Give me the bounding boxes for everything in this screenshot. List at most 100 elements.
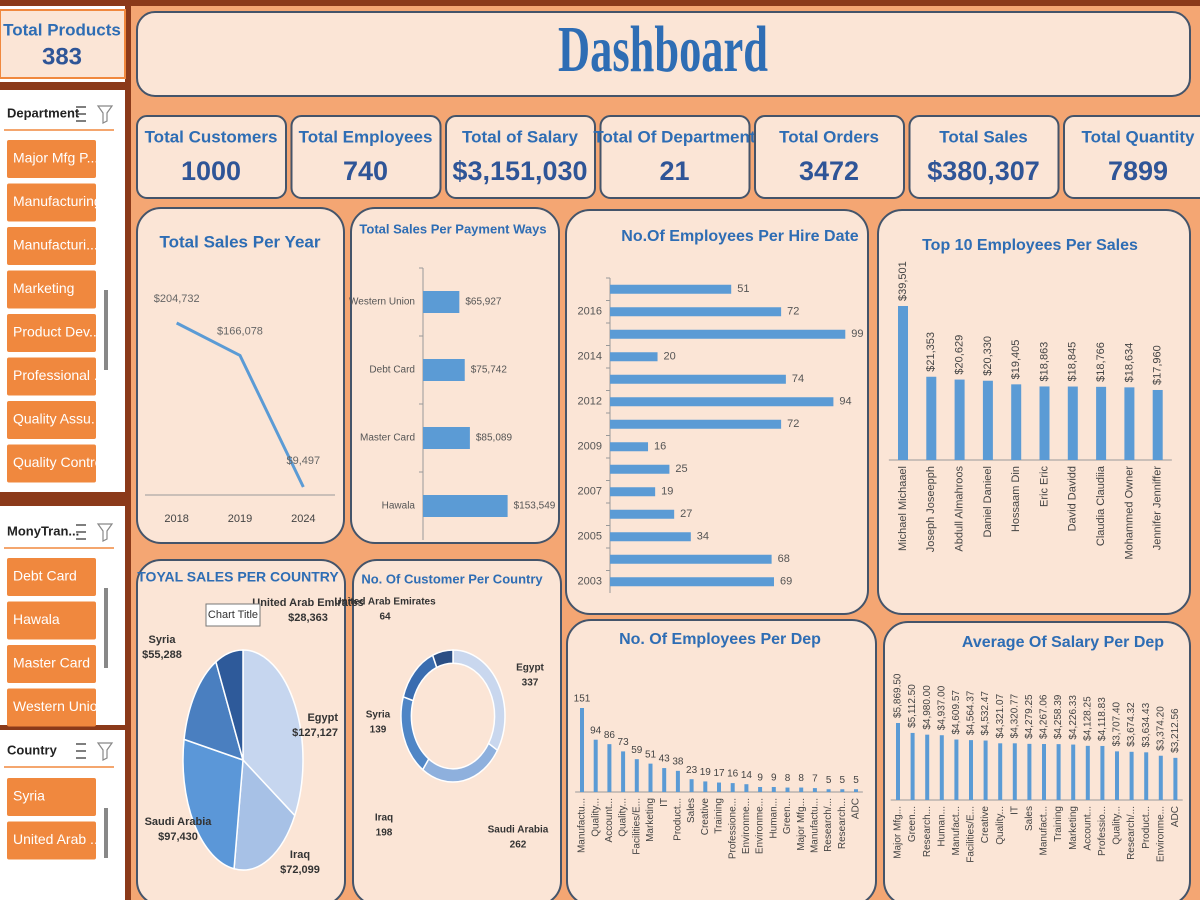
- data-label: 69: [780, 576, 792, 588]
- bar: [1096, 386, 1107, 460]
- bar: [1071, 744, 1076, 800]
- select-icon[interactable]: [76, 743, 86, 759]
- data-label: 74: [792, 373, 804, 385]
- slicer-item[interactable]: [7, 688, 96, 727]
- bar: [423, 359, 465, 381]
- x-tick-label: Human...: [768, 798, 779, 839]
- slicer-item[interactable]: [7, 401, 96, 439]
- kpi-value: 740: [343, 156, 388, 186]
- bar: [812, 788, 817, 792]
- slicer-item[interactable]: [7, 357, 96, 396]
- select-icon[interactable]: [76, 106, 86, 122]
- x-tick-label: Environme...: [1155, 806, 1166, 862]
- bar: [854, 789, 858, 792]
- data-label: 8: [798, 773, 804, 784]
- data-label: 73: [618, 737, 630, 748]
- chart-title: Total Sales Per Payment Ways: [359, 221, 546, 236]
- x-tick-label: Manufact...: [1039, 806, 1050, 855]
- data-label-name: United Arab Emirates: [334, 597, 436, 608]
- x-tick-label: Marketing: [645, 798, 656, 842]
- slicer-item[interactable]: [7, 645, 96, 683]
- sidebar-separator: [0, 82, 125, 90]
- scrollbar: [104, 808, 108, 858]
- bar: [610, 397, 834, 407]
- select-icon[interactable]: [76, 524, 86, 540]
- x-tick-label: IT: [1009, 806, 1020, 815]
- x-tick-label: Manufactu...: [810, 798, 821, 853]
- x-tick-label: Account...: [604, 798, 615, 842]
- y-tick-label: Western Union: [349, 297, 415, 308]
- pie-slice: [215, 649, 244, 761]
- filter-icon[interactable]: [96, 742, 114, 761]
- x-tick-label: Product...: [673, 798, 684, 841]
- data-label: $3,212.56: [1170, 708, 1181, 753]
- panel: [445, 115, 596, 199]
- x-tick-label: Green...: [782, 798, 793, 834]
- line: [175, 321, 305, 488]
- bar: [610, 464, 670, 474]
- x-tick-label: Product...: [1141, 806, 1152, 849]
- x-tick-label: Manufact...: [951, 806, 962, 855]
- x-tick-label: Major Mfg...: [893, 806, 904, 859]
- scrollbar: [104, 588, 108, 668]
- slicer-item[interactable]: [7, 140, 96, 178]
- slicer-item[interactable]: [7, 444, 96, 483]
- y-tick-label: Hawala: [382, 501, 416, 512]
- data-label: 51: [645, 749, 657, 760]
- data-label: $127,127: [292, 727, 338, 739]
- slicer-item[interactable]: [7, 601, 96, 640]
- filter-icon[interactable]: [96, 523, 114, 542]
- bar: [610, 419, 782, 429]
- data-label: $4,258.39: [1053, 694, 1064, 739]
- panel: [136, 207, 345, 544]
- data-label: $20,330: [982, 336, 994, 376]
- data-label: $166,078: [217, 325, 263, 337]
- data-label: 337: [522, 678, 539, 689]
- slicer-item[interactable]: [7, 821, 96, 860]
- slicer-item-label: Professional ...: [13, 367, 106, 383]
- kpi-value: 1000: [181, 156, 241, 186]
- data-label-name: Saudi Arabia: [488, 825, 549, 836]
- kpi-label: Total Customers: [145, 127, 278, 146]
- slicer-item-label: Master Card: [13, 655, 90, 671]
- data-label: 38: [672, 757, 684, 768]
- data-label: 51: [737, 283, 749, 295]
- bar: [799, 787, 804, 792]
- y-tick-label: Master Card: [360, 433, 415, 444]
- bar: [1124, 387, 1135, 460]
- x-tick-label: Michael Michaael: [897, 466, 909, 551]
- slicer-title: MonyTran...: [7, 523, 79, 538]
- slicer-item[interactable]: [7, 270, 96, 309]
- data-label: $18,766: [1095, 342, 1107, 382]
- x-tick-label: Creative: [980, 806, 991, 844]
- filter-icon[interactable]: [96, 105, 114, 124]
- panel: [290, 115, 442, 199]
- bar: [610, 284, 732, 294]
- slicer-item-label: Product Dev...: [13, 324, 101, 340]
- slicer-item[interactable]: [7, 558, 96, 596]
- data-label: 9: [771, 773, 777, 784]
- bar: [954, 379, 965, 460]
- slicer-item[interactable]: [7, 314, 96, 352]
- x-tick-label: Research/...: [823, 798, 834, 852]
- bar: [1012, 743, 1017, 800]
- kpi-label: Total Quantity: [1081, 127, 1195, 146]
- y-tick-label: 2003: [578, 576, 602, 588]
- data-label: $4,226.33: [1068, 695, 1079, 740]
- data-label: $4,937.00: [936, 685, 947, 730]
- data-label: $18,634: [1123, 343, 1135, 383]
- y-tick-label: 2007: [578, 486, 602, 498]
- slicer-item[interactable]: [7, 183, 96, 222]
- slicer-item[interactable]: [7, 227, 96, 265]
- data-label: $19,405: [1010, 340, 1022, 380]
- pie-slice: [233, 758, 296, 871]
- data-label: $5,869.50: [893, 673, 904, 718]
- x-tick-label: Mohammed Owner: [1123, 466, 1135, 560]
- data-label: $65,927: [465, 297, 502, 308]
- y-tick-label: Debt Card: [369, 365, 415, 376]
- slicer-item[interactable]: [7, 778, 96, 816]
- kpi-label: Total Orders: [779, 127, 879, 146]
- bar: [998, 743, 1003, 800]
- x-tick-label: Abdull Almahroos: [954, 466, 966, 552]
- panel: [566, 619, 877, 900]
